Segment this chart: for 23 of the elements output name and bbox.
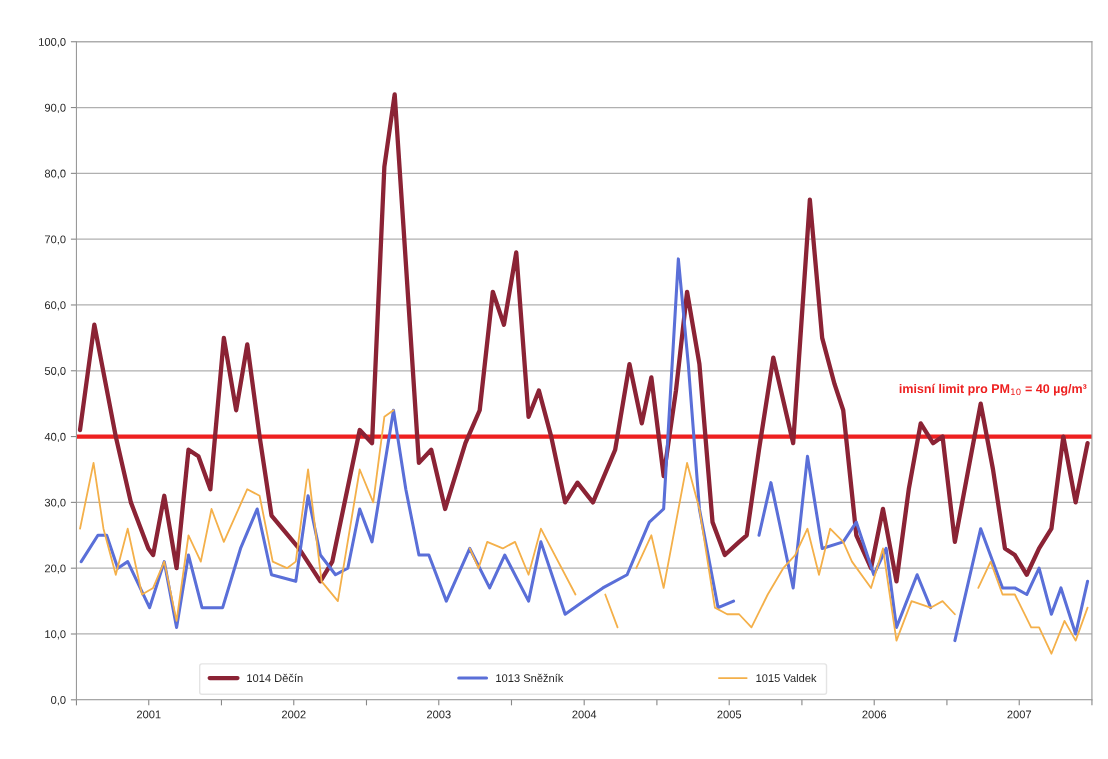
y-tick-label: 40,0 (44, 432, 66, 443)
legend-label: 1013 Sněžník (496, 673, 564, 683)
x-tick-label: 2002 (281, 710, 306, 719)
ref-line-label: imisní limit pro PM$_{10}$ = 40 µg/m³ (899, 383, 1087, 396)
y-tick-label: 0,0 (51, 696, 66, 706)
y-tick-label: 30,0 (44, 498, 66, 508)
x-tick-label: 2001 (136, 710, 161, 719)
y-tick-label: 70,0 (44, 235, 66, 245)
x-tick-label: 2005 (717, 710, 742, 719)
x-tick-label: 2007 (1007, 710, 1032, 719)
y-tick-label: 90,0 (44, 103, 66, 113)
y-tick-label: 20,0 (44, 564, 66, 574)
y-tick-label: 10,0 (45, 630, 66, 640)
y-tick-label: 50,0 (44, 367, 66, 377)
x-tick-label: 2004 (572, 710, 597, 719)
line-series (77, 92, 1090, 584)
x-tick-label: 2003 (426, 710, 451, 719)
y-tick-label: 100,0 (39, 38, 66, 48)
y-tick-label: 80,0 (44, 169, 66, 179)
legend-label: 1014 Děčín (247, 673, 303, 683)
x-tick-label: 2006 (862, 710, 887, 719)
legend-label: 1015 Valdek (756, 673, 817, 683)
y-tick-label: 60,0 (44, 301, 66, 311)
